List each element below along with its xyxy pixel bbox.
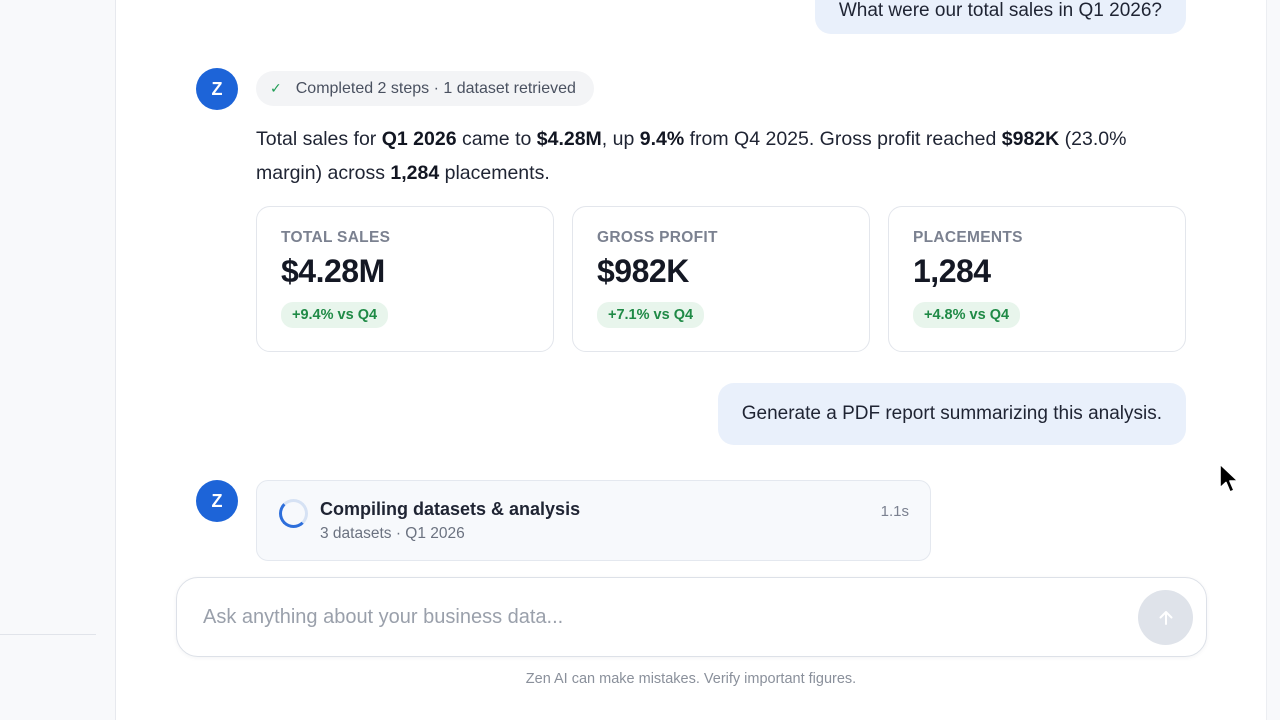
metric-value: 1,284 <box>913 253 991 289</box>
progress-card: Compiling datasets & analysis 3 datasets… <box>256 480 931 561</box>
metric-change-badge: +7.1% vs Q4 <box>597 302 705 328</box>
avatar-letter: Z <box>211 490 223 511</box>
progress-title: Compiling datasets & analysis <box>320 499 581 519</box>
user-message-text: Generate a PDF report summarizing this a… <box>741 403 1162 424</box>
answer-bold-sales: $4.28M <box>536 128 602 150</box>
metric-value: $982K <box>597 253 689 289</box>
disclaimer: Zen AI can make mistakes. Verify importa… <box>525 671 857 687</box>
steps-summary-text: Completed 2 steps · 1 dataset retrieved <box>295 79 576 97</box>
arrow-up-icon <box>1159 610 1172 625</box>
metric-value: $4.28M <box>281 253 385 289</box>
answer-text: , up <box>601 128 640 150</box>
metric-label: TOTAL SALES <box>281 229 391 246</box>
answer-text: from Q4 2025. Gross profit reached <box>684 128 1002 150</box>
user-message-bubble: Generate a PDF report summarizing this a… <box>717 383 1186 445</box>
answer-bold-period: Q1 2026 <box>381 128 457 150</box>
right-panel-edge <box>1266 0 1280 720</box>
composer <box>176 577 1207 657</box>
answer-text: Total sales for <box>256 128 382 150</box>
answer-bold-profit: $982K <box>1001 128 1060 150</box>
progress-subtitle: 3 datasets · Q1 2026 <box>320 525 465 542</box>
answer-text: placements. <box>439 162 550 184</box>
assistant-answer: Total sales for Q1 2026 came to $4.28M, … <box>256 122 1176 190</box>
metric-card-gross-profit: GROSS PROFIT $982K +7.1% vs Q4 <box>572 206 870 352</box>
answer-text: came to <box>456 128 537 150</box>
mouse-cursor-icon <box>1219 463 1239 493</box>
metric-cards: TOTAL SALES $4.28M +9.4% vs Q4 GROSS PRO… <box>256 206 1186 352</box>
answer-bold-growth: 9.4% <box>639 128 685 150</box>
elapsed-time: 1.1s <box>880 503 909 520</box>
user-message-text: What were our total sales in Q1 2026? <box>838 0 1162 21</box>
assistant-avatar: Z <box>196 68 238 110</box>
check-icon: ✓ <box>270 80 282 96</box>
metric-card-total-sales: TOTAL SALES $4.28M +9.4% vs Q4 <box>256 206 554 352</box>
avatar-letter: Z <box>211 78 223 99</box>
answer-bold-placements: 1,284 <box>390 162 440 184</box>
assistant-avatar: Z <box>196 480 238 522</box>
sidebar-divider <box>0 634 96 635</box>
metric-card-placements: PLACEMENTS 1,284 +4.8% vs Q4 <box>888 206 1186 352</box>
send-button[interactable] <box>1138 590 1193 645</box>
metric-change-badge: +9.4% vs Q4 <box>281 302 389 328</box>
chat-input[interactable] <box>203 596 1103 638</box>
metric-label: GROSS PROFIT <box>597 229 718 246</box>
steps-summary-toggle[interactable]: ✓ Completed 2 steps · 1 dataset retrieve… <box>256 71 594 106</box>
answer-text: (23.0% margin) across <box>256 128 1127 184</box>
metric-change-badge: +4.8% vs Q4 <box>913 302 1021 328</box>
sidebar <box>0 0 116 720</box>
user-message-bubble: What were our total sales in Q1 2026? <box>814 0 1186 34</box>
spinner-icon <box>279 499 308 528</box>
metric-label: PLACEMENTS <box>913 229 1023 246</box>
